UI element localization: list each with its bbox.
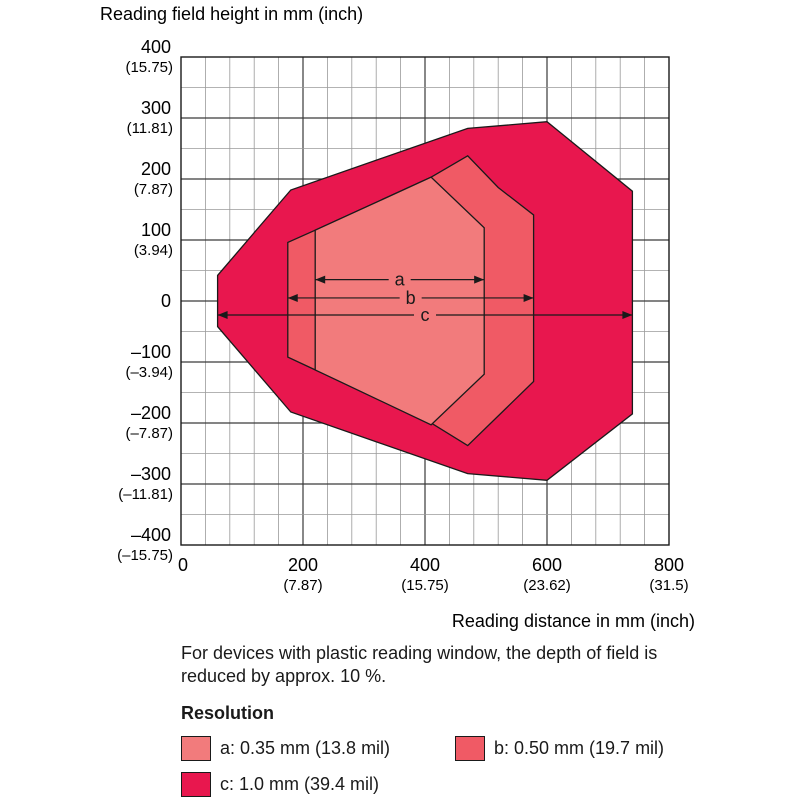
x-tick-sublabel: (15.75) <box>401 577 449 594</box>
y-tick-sublabel: (–7.87) <box>125 425 173 442</box>
reading-field-chart: Reading field height in mm (inch) cba 40… <box>100 4 695 631</box>
legend-item-b: b: 0.50 mm (19.7 mil) <box>455 736 664 761</box>
x-tick-label: 800 <box>654 555 684 575</box>
dimension-arrow-b <box>523 293 534 302</box>
legend-swatch-a <box>181 736 211 761</box>
legend-label-b: b: 0.50 mm (19.7 mil) <box>494 738 665 758</box>
y-tick-label: 0 <box>161 291 171 311</box>
y-tick-label: 100 <box>141 220 171 240</box>
y-tick-labels: 400 (15.75) 300 (11.81) 200 (7.87) 100 (3.94) 0 –… <box>117 37 173 564</box>
x-axis-title: Reading distance in mm (inch) <box>452 611 695 631</box>
y-tick-sublabel: (7.87) <box>134 181 173 198</box>
y-axis-title: Reading field height in mm (inch) <box>100 4 363 24</box>
x-tick-sublabel: (31.5) <box>649 577 688 594</box>
dimension-lines: cba <box>217 270 633 325</box>
legend-label-a: a: 0.35 mm (13.8 mil) <box>220 738 391 758</box>
plot-frame <box>180 56 670 546</box>
y-tick-sublabel: (3.94) <box>134 242 173 259</box>
x-tick-label: 0 <box>178 555 188 575</box>
dimension-label-c: c <box>421 305 430 325</box>
field-area-a <box>314 176 485 426</box>
x-tick-sublabel: (7.87) <box>283 577 322 594</box>
y-tick-label: –300 <box>131 464 171 484</box>
legend-item-a: a: 0.35 mm (13.8 mil) <box>181 736 390 761</box>
y-tick-sublabel: (–11.81) <box>118 486 173 503</box>
plastic-window-note: For devices with plastic reading window,… <box>181 643 658 686</box>
x-tick-label: 200 <box>288 555 318 575</box>
y-tick-label: 300 <box>141 98 171 118</box>
legend-label-c: c: 1.0 mm (39.4 mil) <box>220 774 380 794</box>
y-tick-sublabel: (15.75) <box>125 59 173 76</box>
dimension-arrow-b <box>287 293 298 302</box>
dimension-arrow-a <box>315 275 326 284</box>
y-tick-sublabel: (–15.75) <box>117 547 173 564</box>
y-tick-label: –200 <box>131 403 171 423</box>
x-tick-labels: 0 200 (7.87) 400 (15.75) 600 (23.62) 800 (31.5) <box>178 555 689 594</box>
legend-swatch-b <box>455 736 485 761</box>
y-tick-label: 400 <box>141 37 171 57</box>
legend-title: Resolution <box>181 703 274 723</box>
plot-border <box>180 56 670 546</box>
y-tick-label: 200 <box>141 159 171 179</box>
x-tick-sublabel: (23.62) <box>523 577 571 594</box>
y-tick-sublabel: (–3.94) <box>125 364 173 381</box>
reading-field-areas <box>216 121 634 481</box>
dimension-label-b: b <box>406 288 416 308</box>
dimension-label-a: a <box>395 270 406 290</box>
dimension-arrow-c <box>217 311 228 320</box>
legend-item-c: c: 1.0 mm (39.4 mil) <box>181 772 379 797</box>
y-tick-sublabel: (11.81) <box>127 120 173 137</box>
x-tick-label: 400 <box>410 555 440 575</box>
dimension-arrow-c <box>622 311 633 320</box>
legend-swatch-c <box>181 772 211 797</box>
dimension-arrow-a <box>474 275 485 284</box>
y-tick-label: –100 <box>131 342 171 362</box>
x-tick-label: 600 <box>532 555 562 575</box>
y-tick-label: –400 <box>131 525 171 545</box>
